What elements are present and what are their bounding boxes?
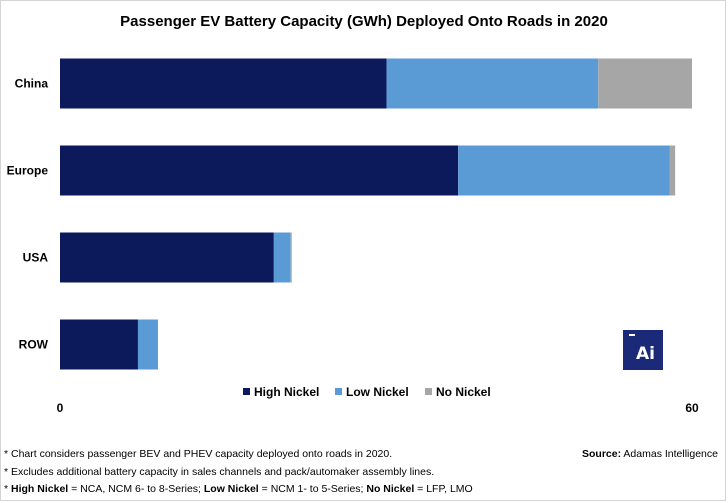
source-text: Adamas Intelligence xyxy=(621,448,718,460)
bar-europe-no-nickel xyxy=(669,145,676,196)
legend-swatch-high-nickel xyxy=(243,388,250,395)
legend-label-no-nickel: No Nickel xyxy=(436,385,491,399)
x-tick-0: 0 xyxy=(57,401,64,415)
bar-europe-high-nickel xyxy=(60,145,459,196)
x-tick-labels: 0 60 xyxy=(57,401,699,415)
chart-title: Passenger EV Battery Capacity (GWh) Depl… xyxy=(120,13,608,30)
bar-china-high-nickel xyxy=(60,58,387,109)
category-label-row: ROW xyxy=(19,338,49,352)
chart: Passenger EV Battery Capacity (GWh) Depl… xyxy=(7,13,699,415)
bar-usa-no-nickel xyxy=(290,232,292,283)
category-labels: China Europe USA ROW xyxy=(7,77,49,352)
bar-china-no-nickel xyxy=(598,58,692,109)
footnote-definitions: * High Nickel = NCA, NCM 6- to 8-Series;… xyxy=(4,481,473,499)
bar-usa-high-nickel xyxy=(60,232,274,283)
logo-text: Ai xyxy=(636,344,655,364)
category-label-usa: USA xyxy=(23,251,49,265)
definition-no-text: = LFP, LMO xyxy=(414,483,473,495)
adamas-logo: Ai xyxy=(623,330,663,370)
legend-swatch-no-nickel xyxy=(425,388,432,395)
bar-usa-low-nickel xyxy=(273,232,291,283)
bar-china-low-nickel xyxy=(386,58,599,109)
x-tick-60: 60 xyxy=(685,401,699,415)
bar-row-low-nickel xyxy=(137,319,158,370)
bar-europe-low-nickel xyxy=(458,145,670,196)
legend: High Nickel Low Nickel No Nickel xyxy=(243,385,491,399)
footnote-2: * Excludes additional battery capacity i… xyxy=(4,465,435,478)
source-credit: Source: Adamas Intelligence xyxy=(582,446,718,464)
legend-label-high-nickel: High Nickel xyxy=(254,385,319,399)
bar-row-high-nickel xyxy=(60,319,138,370)
category-label-europe: Europe xyxy=(7,164,49,178)
definition-high-label: High Nickel xyxy=(11,483,69,495)
definition-no-label: No Nickel xyxy=(366,483,415,495)
logo-dash-icon xyxy=(629,334,635,336)
definition-low-label: Low Nickel xyxy=(203,483,259,495)
definition-low-text: = NCM 1- to 5-Series; xyxy=(258,483,367,495)
bars-group xyxy=(60,58,692,370)
source-label: Source: xyxy=(582,448,622,460)
legend-label-low-nickel: Low Nickel xyxy=(346,385,409,399)
footnote-1: * Chart considers passenger BEV and PHEV… xyxy=(4,448,393,460)
footnotes: * Chart considers passenger BEV and PHEV… xyxy=(4,446,473,499)
definition-high-text: = NCA, NCM 6- to 8-Series; xyxy=(68,483,204,495)
legend-swatch-low-nickel xyxy=(335,388,342,395)
category-label-china: China xyxy=(15,77,49,91)
definitions-prefix: * xyxy=(4,483,12,495)
